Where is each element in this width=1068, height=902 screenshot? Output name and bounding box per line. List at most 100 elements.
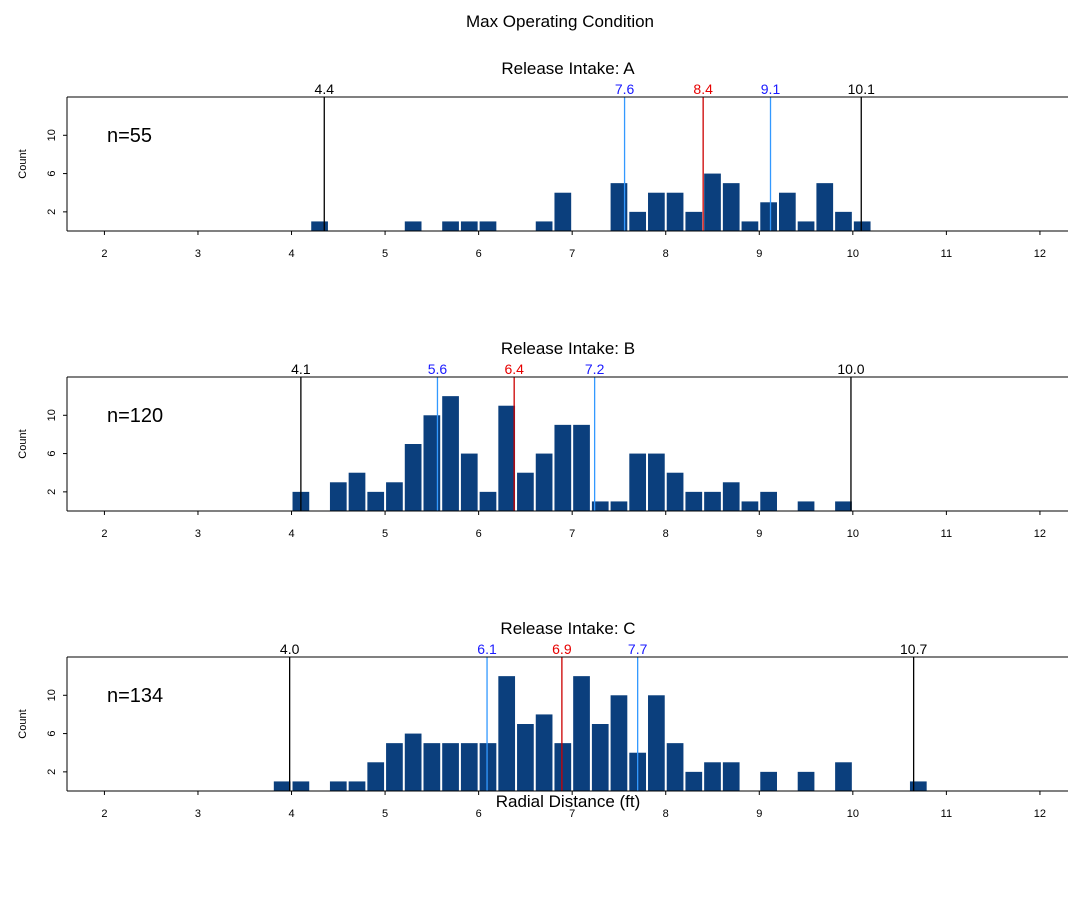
y-tick-label: 6 — [46, 451, 58, 457]
histogram-bar — [704, 173, 721, 231]
x-tick-label: 4 — [288, 808, 294, 820]
x-tick-label: 9 — [756, 528, 762, 540]
histogram-bar — [722, 482, 740, 511]
sample-size-label: n=55 — [107, 125, 152, 147]
reference-line-label: 10.1 — [848, 81, 875, 97]
y-tick-label: 10 — [46, 129, 58, 141]
x-tick-label: 8 — [663, 808, 669, 820]
histogram-bar — [329, 781, 347, 791]
sample-size-label: n=134 — [107, 685, 163, 707]
histogram-bar — [704, 762, 721, 791]
x-tick-label: 10 — [847, 528, 859, 540]
histogram-bar — [797, 501, 815, 511]
histogram-bar — [573, 424, 590, 511]
y-axis-label: Count — [17, 429, 29, 458]
y-tick-label: 2 — [46, 489, 58, 495]
x-tick-label: 8 — [663, 248, 669, 260]
histogram-bar — [554, 192, 572, 231]
histogram-bar — [685, 211, 703, 231]
x-tick-label: 12 — [1034, 528, 1046, 540]
histogram-bar — [797, 771, 815, 791]
histogram-bar — [404, 444, 422, 511]
y-axis-label: Count — [17, 709, 29, 738]
histogram-bar — [442, 221, 459, 231]
histogram-bar — [479, 743, 497, 791]
histogram-panel-c: Release Intake: C 4.0 6.1 6.9 7.7 10.7 2 3 4 5 6 7 8… — [17, 619, 1068, 820]
x-tick-label: 12 — [1034, 248, 1046, 260]
histogram-bar — [760, 491, 777, 511]
y-tick-label: 2 — [46, 769, 58, 775]
histogram-bar — [367, 491, 385, 511]
x-tick-label: 4 — [288, 528, 294, 540]
histogram-bar — [835, 211, 852, 231]
histogram-bar — [423, 415, 441, 511]
x-tick-label: 7 — [569, 248, 575, 260]
histogram-bar — [835, 501, 852, 511]
reference-line-label: 9.1 — [761, 81, 781, 97]
histogram-bar — [498, 405, 516, 511]
histogram-bar — [835, 762, 852, 791]
x-tick-label: 12 — [1034, 808, 1046, 820]
histogram-bar — [442, 743, 459, 791]
x-tick-label: 8 — [663, 528, 669, 540]
x-tick-label: 11 — [941, 528, 952, 540]
histogram-bar — [610, 501, 628, 511]
histogram-panel-a: Release Intake: A 4.4 7.6 8.4 9.1 10.1 2 3 4 5 6 7 8… — [17, 59, 1068, 260]
histogram-bar — [386, 743, 403, 791]
histogram-panel-b: Release Intake: B 4.1 5.6 6.4 7.2 10.0 2 3 4 5 6 7 8… — [17, 339, 1068, 540]
x-tick-label: 2 — [101, 248, 107, 260]
x-tick-label: 6 — [476, 248, 482, 260]
histogram-bar — [479, 491, 497, 511]
histogram-bar — [610, 695, 628, 791]
reference-line-label: 7.6 — [615, 81, 635, 97]
x-tick-label: 2 — [101, 528, 107, 540]
histogram-bar — [778, 192, 796, 231]
x-tick-label: 6 — [476, 528, 482, 540]
histogram-bar — [292, 781, 310, 791]
histogram-bar — [685, 491, 703, 511]
histogram-bar — [909, 781, 927, 791]
histogram-bar — [348, 472, 366, 511]
histogram-bar — [648, 695, 665, 791]
histogram-bar — [760, 202, 777, 231]
histogram-bar — [348, 781, 366, 791]
histogram-bar — [311, 221, 328, 231]
histogram-bar — [460, 743, 478, 791]
histogram-bar — [722, 183, 740, 231]
sample-size-label: n=120 — [107, 405, 163, 427]
reference-line-label: 7.2 — [585, 361, 605, 377]
histogram-bar — [554, 424, 572, 511]
y-tick-label: 2 — [46, 209, 58, 215]
histogram-bar — [666, 192, 684, 231]
y-tick-label: 10 — [46, 689, 58, 701]
x-tick-label: 7 — [569, 528, 575, 540]
histogram-bar — [535, 714, 553, 791]
histogram-bar — [741, 501, 759, 511]
reference-line-label: 10.7 — [900, 641, 927, 657]
reference-line-label: 10.0 — [837, 361, 864, 377]
histogram-bar — [610, 183, 628, 231]
histogram-bar — [648, 192, 665, 231]
panel-title: Release Intake: C — [500, 619, 635, 638]
x-tick-label: 4 — [288, 248, 294, 260]
y-tick-label: 6 — [46, 731, 58, 737]
histogram-bar — [816, 183, 834, 231]
histogram-bar — [648, 453, 665, 511]
histogram-bar — [704, 491, 721, 511]
histogram-bar — [386, 482, 403, 511]
histogram-bar — [666, 743, 684, 791]
histogram-bar — [442, 396, 459, 511]
histogram-bar — [479, 221, 497, 231]
histogram-bar — [517, 472, 534, 511]
y-axis-label: Count — [17, 149, 29, 178]
histogram-bar — [685, 771, 703, 791]
x-tick-label: 6 — [476, 808, 482, 820]
reference-line-label: 4.4 — [315, 81, 335, 97]
histogram-bar — [591, 501, 609, 511]
x-tick-label: 5 — [382, 248, 388, 260]
histogram-bar — [629, 211, 647, 231]
panel-title: Release Intake: A — [501, 59, 635, 78]
histogram-bar — [367, 762, 385, 791]
